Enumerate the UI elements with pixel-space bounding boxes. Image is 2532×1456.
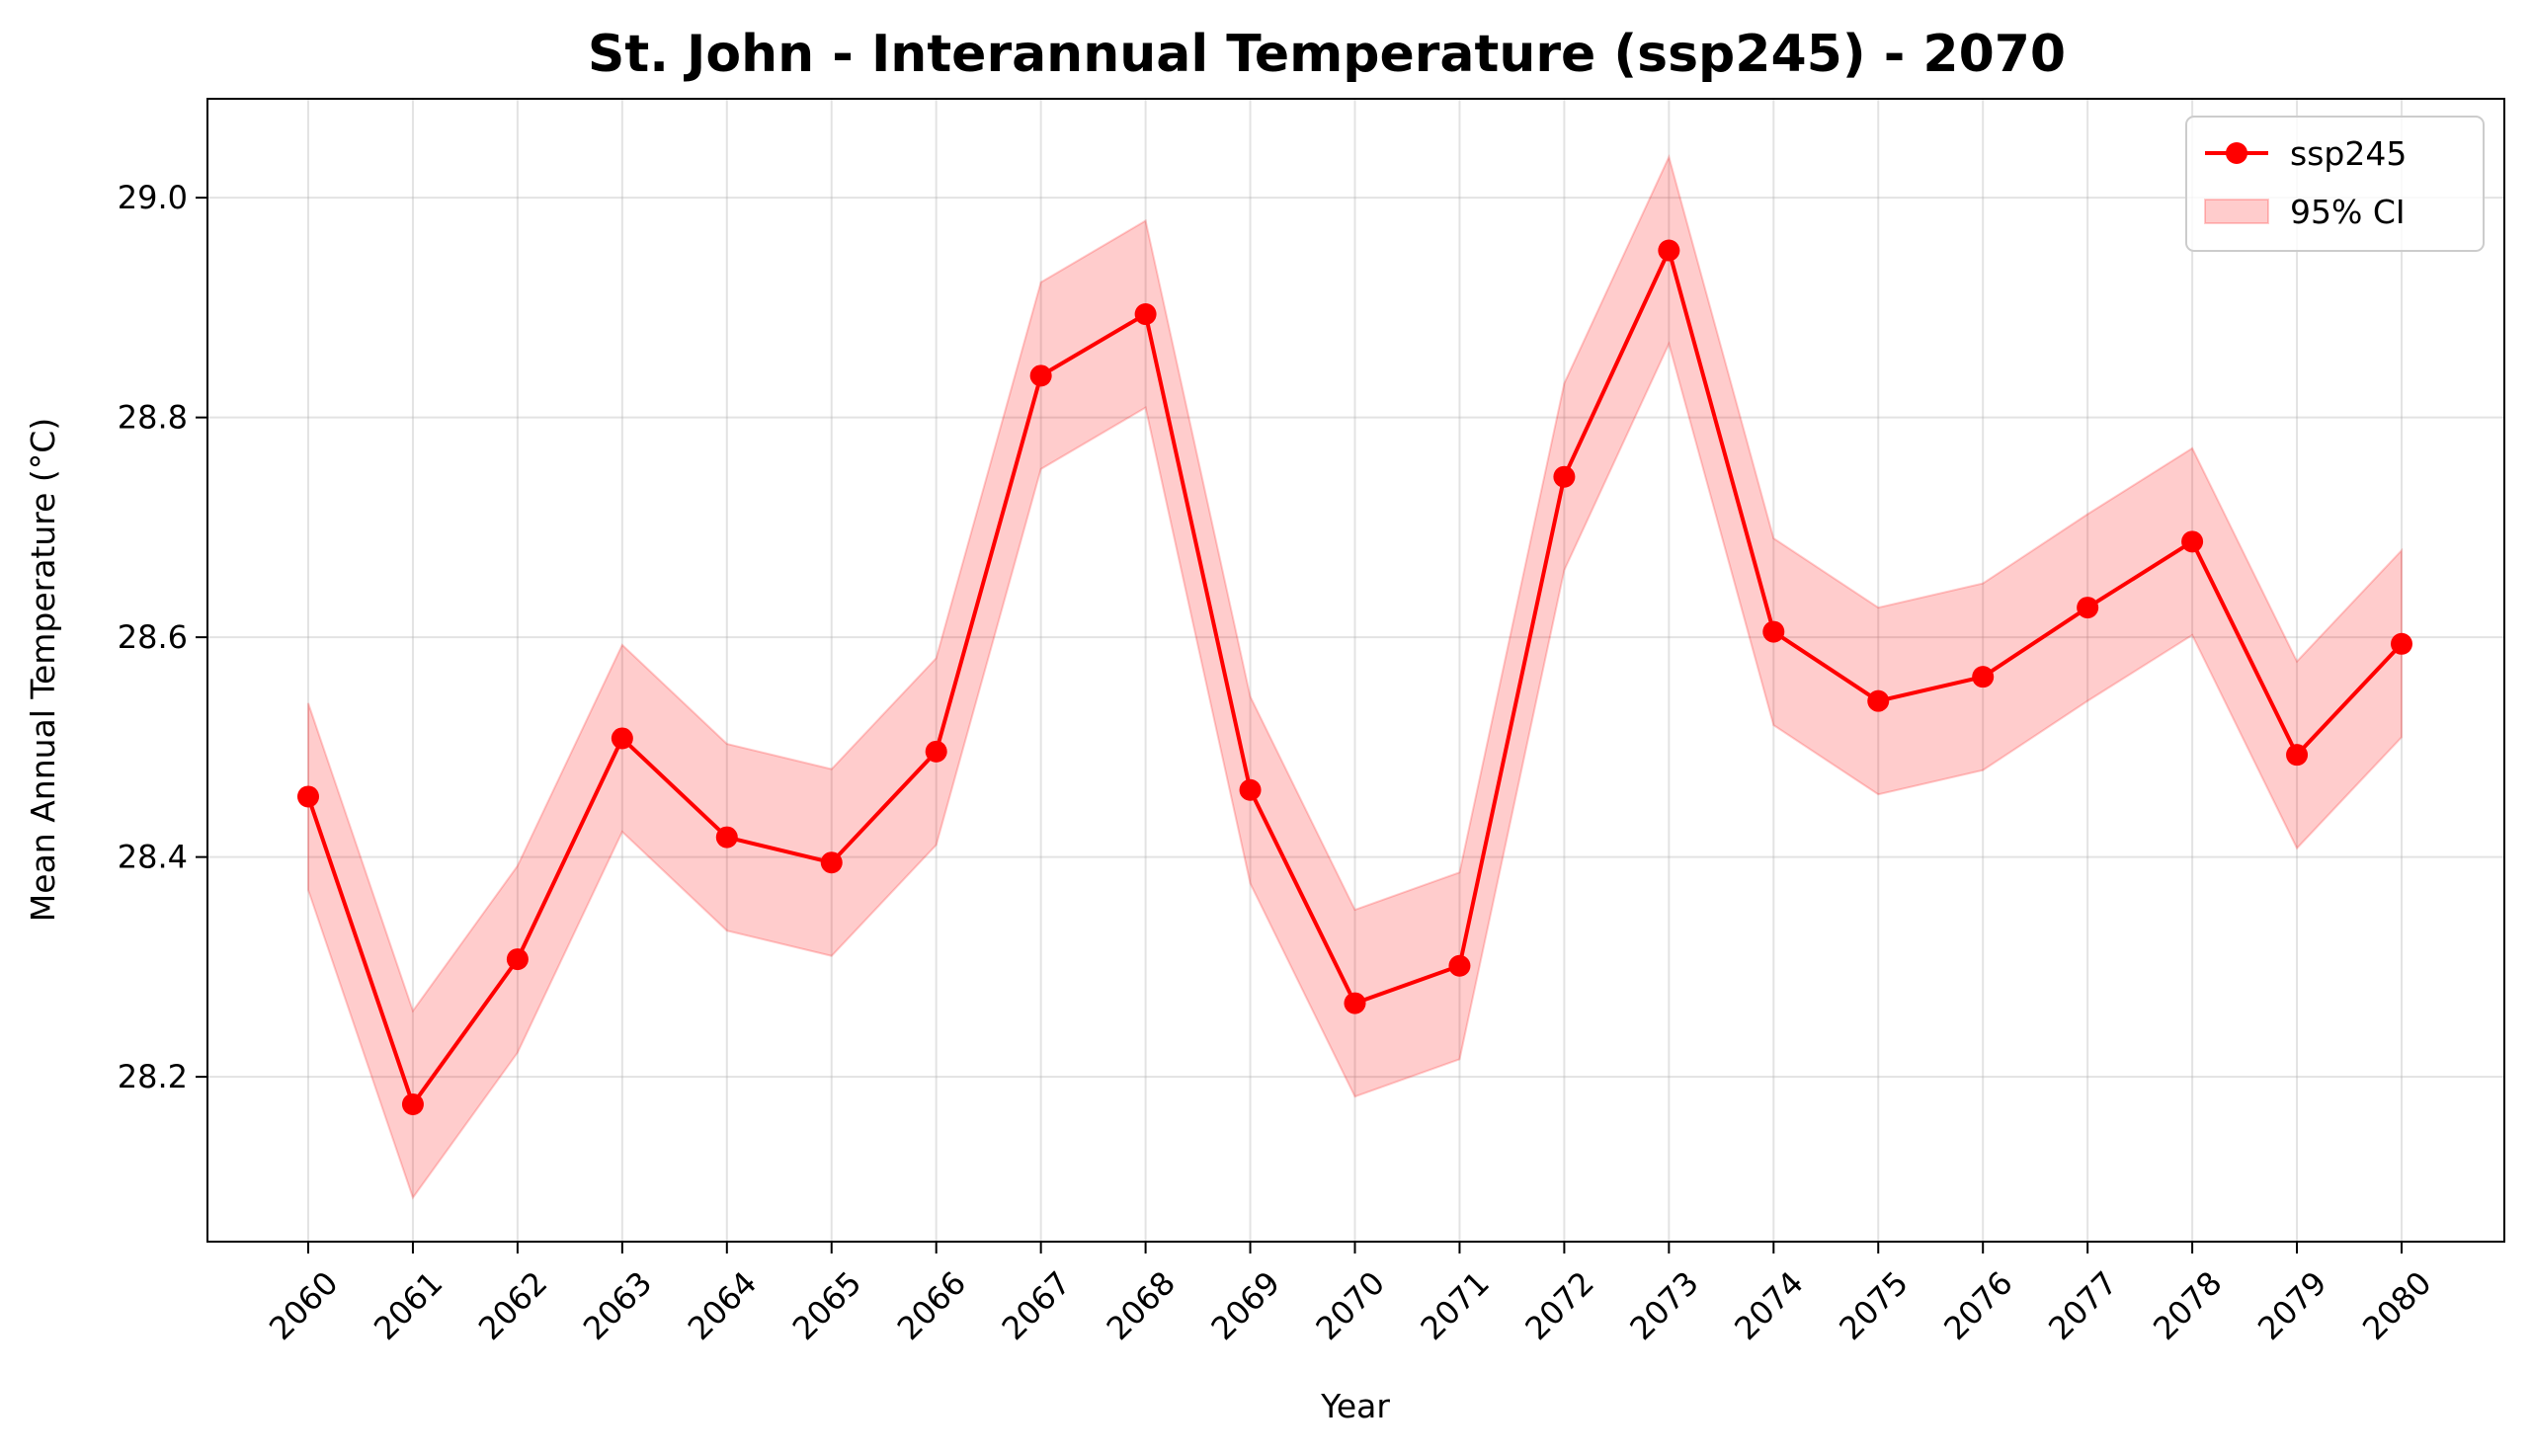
y-tick-label: 28.6 [118, 618, 188, 656]
y-tick-label: 28.2 [118, 1058, 188, 1095]
data-point [506, 948, 529, 971]
data-point [1239, 778, 1262, 801]
data-point [1867, 689, 1890, 712]
confidence-band-layer [307, 154, 2403, 1200]
data-point [1448, 954, 1471, 977]
legend-label-series: ssp245 [2290, 134, 2407, 173]
data-point [2181, 530, 2204, 553]
data-point [2391, 632, 2412, 655]
legend-box [2185, 116, 2485, 252]
ci-band [307, 154, 2403, 1200]
data-point [297, 785, 319, 808]
data-point [1029, 364, 1052, 387]
data-point [401, 1092, 424, 1115]
data-point [1762, 620, 1785, 643]
y-tick-label: 29.0 [118, 179, 188, 216]
data-point [2286, 744, 2309, 767]
y-tick-label: 28.4 [118, 839, 188, 876]
legend-marker-swatch [2226, 142, 2247, 164]
y-tick-label: 28.8 [118, 399, 188, 437]
grid-lines [207, 99, 2504, 1242]
data-point [925, 740, 947, 763]
data-point [1553, 465, 1576, 488]
data-point [611, 727, 633, 750]
data-point [1134, 303, 1157, 326]
data-point [1344, 992, 1366, 1014]
legend-band-swatch [2204, 199, 2269, 224]
legend: ssp245 95% CI [2185, 116, 2485, 252]
data-point [820, 851, 843, 874]
y-axis-ticks: 28.2 28.4 28.6 28.8 29.0 [118, 179, 207, 1095]
data-point [715, 826, 738, 849]
legend-label-ci: 95% CI [2290, 193, 2406, 231]
x-axis-label: Year [1320, 1387, 1390, 1425]
chart-title: St. John - Interannual Temperature (ssp2… [588, 25, 2066, 84]
data-point [1972, 666, 1995, 688]
data-point [2077, 597, 2099, 619]
series-points-layer [297, 239, 2412, 1115]
y-axis-label: Mean Annual Temperature (°C) [24, 418, 62, 922]
data-point [1658, 239, 1680, 262]
